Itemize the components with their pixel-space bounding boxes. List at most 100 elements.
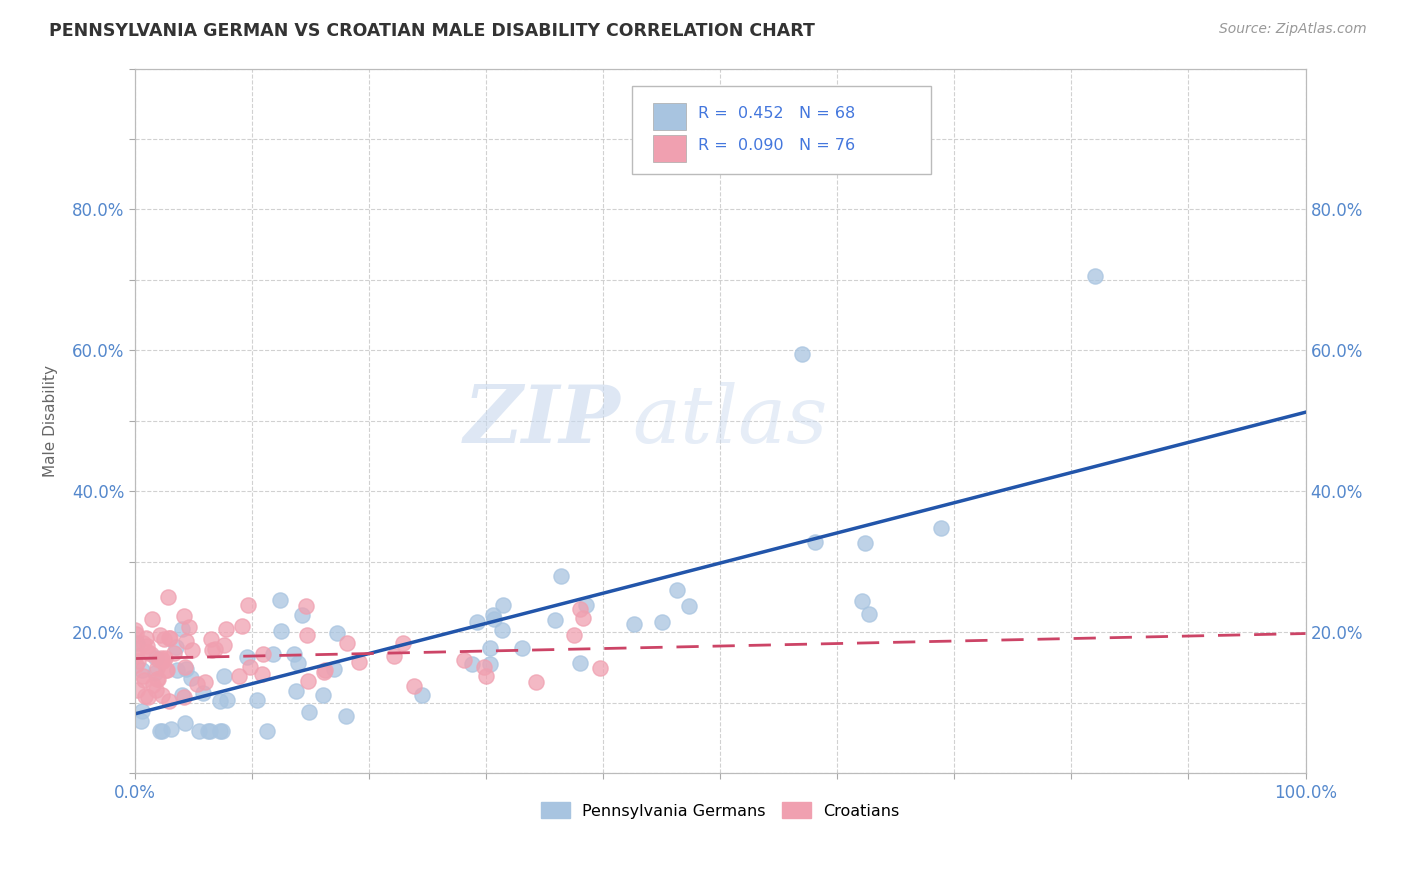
Point — [166, 663, 188, 677]
Point — [568, 602, 591, 616]
Point — [1084, 269, 1107, 284]
Point — [198, 723, 221, 738]
Point — [155, 663, 177, 677]
Point — [132, 673, 155, 687]
Point — [139, 647, 162, 661]
Point — [153, 650, 176, 665]
Point — [157, 590, 180, 604]
Point — [588, 661, 610, 675]
Point — [174, 715, 197, 730]
Point — [156, 663, 179, 677]
Point — [492, 598, 515, 612]
Point — [562, 628, 585, 642]
Point — [855, 536, 877, 550]
Point — [392, 636, 415, 650]
Point — [200, 632, 222, 647]
Text: atlas: atlas — [633, 382, 828, 459]
Point — [568, 656, 591, 670]
Point — [174, 634, 197, 648]
Point — [792, 347, 814, 361]
Point — [194, 675, 217, 690]
Point — [197, 723, 219, 738]
Point — [135, 631, 157, 645]
Point — [136, 645, 159, 659]
Point — [491, 623, 513, 637]
Point — [125, 643, 148, 657]
Point — [143, 665, 166, 680]
Legend: Pennsylvania Germans, Croatians: Pennsylvania Germans, Croatians — [534, 796, 905, 825]
Point — [124, 623, 146, 637]
Point — [524, 675, 547, 690]
Point — [298, 705, 321, 719]
Point — [269, 593, 291, 607]
Point — [212, 638, 235, 652]
Point — [204, 641, 226, 656]
Point — [851, 593, 873, 607]
Point — [201, 643, 224, 657]
Point — [163, 646, 186, 660]
Point — [411, 688, 433, 702]
Y-axis label: Male Disability: Male Disability — [44, 365, 58, 477]
Point — [335, 636, 357, 650]
Point — [402, 679, 425, 693]
FancyBboxPatch shape — [654, 136, 686, 162]
Point — [125, 657, 148, 672]
Point — [191, 686, 214, 700]
Point — [159, 722, 181, 736]
Point — [129, 714, 152, 729]
Point — [127, 636, 149, 650]
Point — [550, 568, 572, 582]
Point — [461, 657, 484, 671]
Point — [148, 653, 170, 667]
FancyBboxPatch shape — [633, 87, 931, 174]
Point — [186, 676, 208, 690]
Point — [159, 631, 181, 645]
Point — [335, 708, 357, 723]
Point — [132, 669, 155, 683]
Point — [181, 642, 204, 657]
Point — [283, 648, 305, 662]
Point — [236, 599, 259, 613]
Point — [146, 672, 169, 686]
Point — [173, 609, 195, 624]
Point — [152, 654, 174, 668]
Point — [472, 659, 495, 673]
Point — [575, 598, 598, 612]
Point — [858, 607, 880, 621]
Point — [478, 640, 501, 655]
Point — [291, 607, 314, 622]
Point — [929, 521, 952, 535]
Point — [212, 668, 235, 682]
Point — [678, 599, 700, 614]
Point — [142, 678, 165, 692]
Point — [177, 620, 200, 634]
Text: R =  0.090   N = 76: R = 0.090 N = 76 — [697, 138, 855, 153]
Point — [170, 622, 193, 636]
Point — [382, 649, 405, 664]
Point — [215, 693, 238, 707]
Point — [150, 653, 173, 667]
Point — [150, 650, 173, 665]
Point — [453, 653, 475, 667]
Point — [180, 671, 202, 685]
Point — [262, 647, 284, 661]
Point — [572, 611, 595, 625]
Point — [215, 622, 238, 636]
Point — [231, 619, 253, 633]
Point — [141, 612, 163, 626]
Point — [131, 663, 153, 677]
Point — [311, 688, 333, 702]
Point — [294, 599, 316, 613]
Point — [157, 693, 180, 707]
Point — [347, 655, 370, 669]
Text: Source: ZipAtlas.com: Source: ZipAtlas.com — [1219, 22, 1367, 37]
Point — [136, 639, 159, 653]
Point — [127, 682, 149, 697]
Point — [479, 657, 502, 672]
Point — [510, 641, 533, 656]
Point — [325, 626, 347, 640]
Point — [246, 693, 269, 707]
Point — [149, 723, 172, 738]
Point — [136, 690, 159, 705]
Point — [236, 649, 259, 664]
